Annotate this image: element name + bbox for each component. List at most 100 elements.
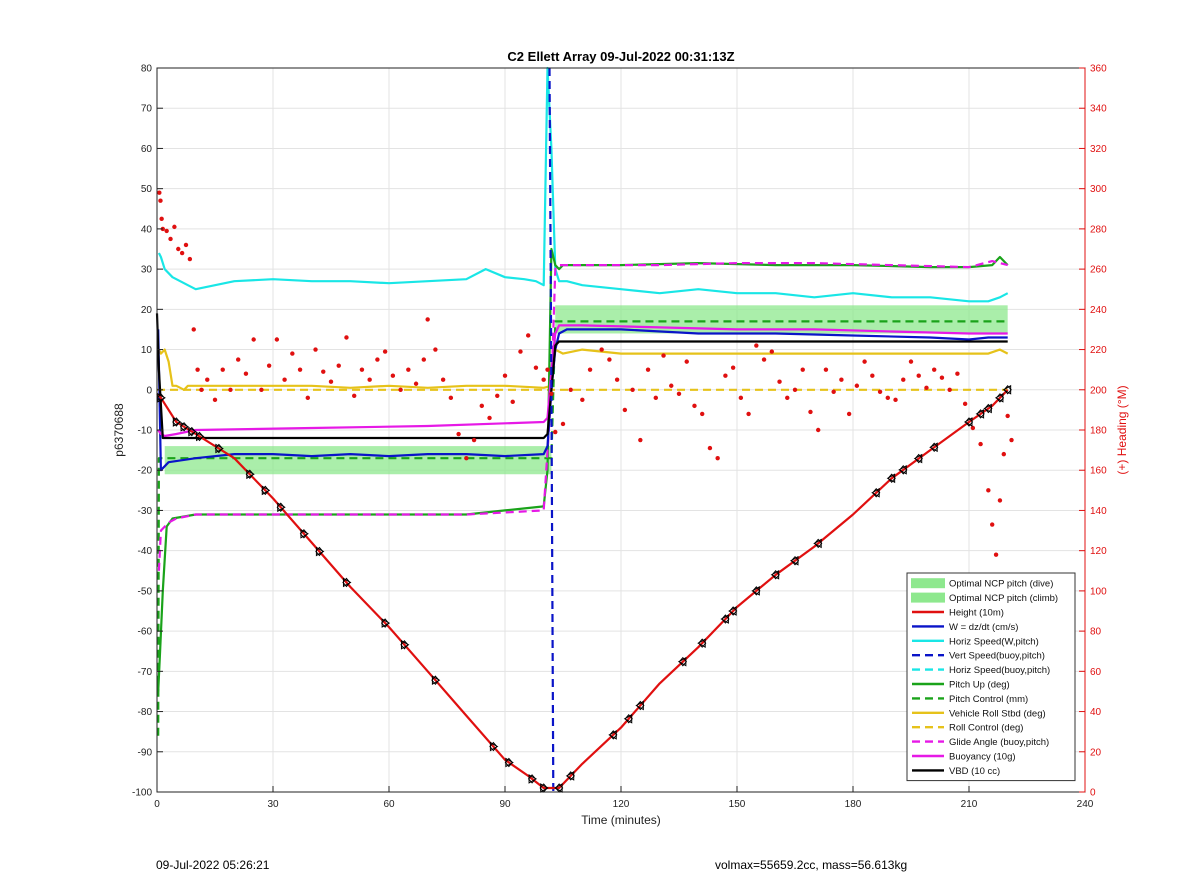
height-marker-diamond bbox=[1003, 385, 1012, 395]
series-line-w-dz-dt-cm-s bbox=[157, 328, 1008, 472]
height-marker-diamond bbox=[814, 538, 823, 549]
heading-point bbox=[947, 387, 952, 392]
legend-label: Roll Control (deg) bbox=[949, 723, 1023, 734]
y-axis-left-label: p6370688 bbox=[112, 403, 126, 457]
x-axis-label: Time (minutes) bbox=[581, 813, 661, 827]
series-line-vbd-10-cc bbox=[155, 313, 1008, 440]
heading-point bbox=[638, 437, 643, 443]
heading-point bbox=[700, 411, 705, 417]
heading-point bbox=[990, 522, 995, 527]
heading-point bbox=[916, 373, 921, 378]
heading-point bbox=[479, 403, 484, 409]
x-tick-label: 180 bbox=[845, 799, 862, 810]
height-marker-diamond bbox=[914, 453, 923, 464]
heading-point bbox=[1001, 451, 1006, 457]
heading-point bbox=[560, 421, 566, 427]
heading-point bbox=[846, 411, 852, 417]
height-marker-diamond bbox=[964, 417, 974, 427]
heading-point bbox=[924, 385, 929, 390]
heading-point bbox=[440, 377, 446, 382]
heading-point bbox=[553, 429, 558, 435]
heading-point bbox=[541, 377, 546, 382]
heading-point bbox=[645, 367, 651, 372]
y-tick-left-label: -70 bbox=[138, 667, 153, 678]
x-tick-label: 60 bbox=[383, 799, 395, 810]
heading-point bbox=[305, 395, 310, 401]
y-tick-right-label: 120 bbox=[1090, 546, 1107, 557]
heading-point bbox=[761, 357, 767, 362]
legend-label: Horiz Speed(buoy,pitch) bbox=[949, 665, 1050, 676]
heading-point bbox=[425, 317, 430, 322]
heading-point bbox=[266, 363, 272, 368]
height-marker-diamond bbox=[276, 502, 285, 512]
heading-point bbox=[471, 437, 477, 443]
heading-point bbox=[290, 351, 295, 356]
heading-point bbox=[359, 367, 365, 372]
heading-point bbox=[800, 367, 805, 372]
heading-point bbox=[580, 397, 585, 403]
height-marker-diamond bbox=[245, 469, 254, 480]
legend-label: Horiz Speed(W,pitch) bbox=[949, 636, 1039, 647]
heading-point bbox=[877, 389, 883, 394]
legend-label: Optimal NCP pitch (climb) bbox=[949, 593, 1058, 604]
heading-point bbox=[986, 488, 991, 493]
y-axis-left: -100-90-80-70-60-50-40-30-20-10010203040… bbox=[132, 64, 163, 799]
heading-point bbox=[533, 365, 539, 370]
heading-point bbox=[715, 455, 720, 461]
height-marker-diamond bbox=[172, 417, 181, 427]
y-tick-left-label: 20 bbox=[141, 305, 153, 316]
heading-point bbox=[870, 373, 875, 378]
height-marker-diamond bbox=[995, 393, 1005, 403]
height-marker-diamond bbox=[609, 730, 618, 740]
heading-point bbox=[421, 357, 426, 362]
heading-point bbox=[236, 357, 241, 362]
ncp-bands bbox=[164, 305, 1008, 475]
height-marker-diamond bbox=[728, 606, 738, 616]
y-tick-left-label: -10 bbox=[138, 426, 153, 437]
heading-point bbox=[692, 403, 697, 409]
heading-point bbox=[157, 190, 162, 195]
height-marker-diamond bbox=[872, 487, 881, 498]
y-tick-right-label: 160 bbox=[1090, 466, 1107, 477]
heading-point bbox=[199, 387, 204, 392]
heading-point bbox=[168, 236, 173, 242]
y-tick-right-label: 360 bbox=[1090, 64, 1107, 75]
ncp-band bbox=[164, 446, 552, 475]
y-tick-right-label: 0 bbox=[1090, 788, 1096, 799]
heading-point bbox=[816, 427, 821, 433]
heading-point bbox=[433, 347, 438, 352]
heading-point bbox=[738, 395, 744, 401]
heading-point bbox=[367, 377, 372, 382]
heading-point bbox=[630, 387, 635, 392]
heading-point bbox=[352, 393, 357, 399]
x-tick-label: 240 bbox=[1077, 799, 1094, 810]
y-tick-right-label: 300 bbox=[1090, 184, 1107, 195]
series-line-height-10m bbox=[156, 389, 1009, 790]
heading-point bbox=[993, 552, 999, 557]
y-tick-right-label: 40 bbox=[1090, 707, 1102, 718]
legend-label: Optimal NCP pitch (dive) bbox=[949, 579, 1053, 590]
heading-point bbox=[382, 349, 388, 354]
legend-swatch bbox=[911, 592, 945, 603]
heading-point bbox=[251, 337, 256, 342]
legend-label: Pitch Control (mm) bbox=[949, 694, 1028, 705]
legend-label: Vehicle Roll Stbd (deg) bbox=[949, 708, 1046, 719]
heading-point bbox=[962, 401, 968, 407]
y-tick-right-label: 320 bbox=[1090, 144, 1107, 155]
heading-point bbox=[1009, 437, 1014, 443]
series-line-pitch-control-mm bbox=[157, 320, 1008, 736]
height-marker-diamond bbox=[636, 700, 645, 711]
y-tick-left-label: -100 bbox=[132, 788, 152, 799]
heading-point bbox=[862, 359, 867, 364]
x-tick-label: 150 bbox=[729, 799, 746, 810]
heading-point bbox=[653, 395, 658, 401]
legend-label: Glide Angle (buoy,pitch) bbox=[949, 737, 1049, 748]
x-tick-label: 90 bbox=[499, 799, 511, 810]
legend-label: Height (10m) bbox=[949, 608, 1004, 619]
y-tick-left-label: -60 bbox=[138, 627, 153, 638]
heading-point bbox=[808, 409, 813, 415]
y-tick-left-label: 80 bbox=[141, 64, 153, 75]
height-marker-diamond bbox=[299, 529, 309, 539]
y-tick-left-label: 40 bbox=[141, 224, 153, 235]
